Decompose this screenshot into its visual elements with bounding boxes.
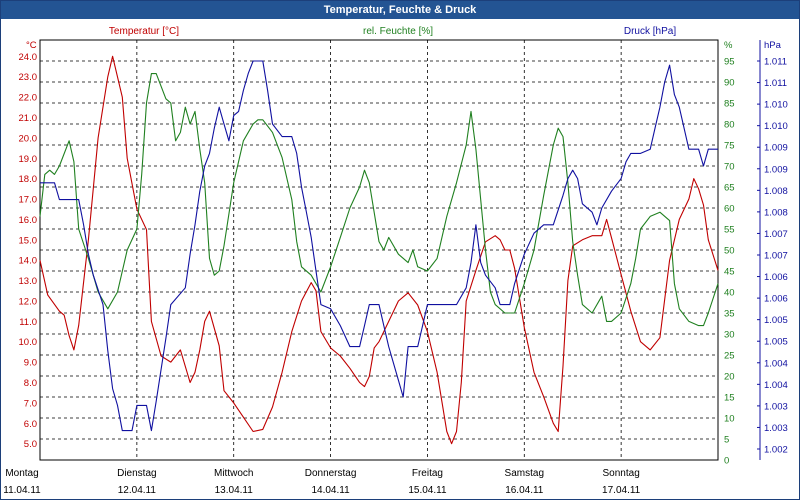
pressure-axis-header: Druck [hPa]	[624, 26, 676, 37]
temperature-line	[39, 55, 719, 445]
temperature-tick-label: 21.0	[19, 113, 38, 124]
pressure-unit: hPa	[764, 40, 782, 51]
pressure-tick-label: 1.011	[764, 78, 787, 89]
x-tick-date: 15.04.11	[408, 485, 447, 496]
temperature-tick-label: 5.0	[24, 439, 37, 450]
humidity-unit: %	[724, 40, 733, 51]
temperature-tick-label: 19.0	[19, 154, 38, 165]
humidity-tick-label: 45	[724, 267, 735, 278]
x-tick-day: Freitag	[412, 468, 443, 479]
humidity-tick-label: 70	[724, 162, 735, 173]
humidity-tick-label: 0	[724, 456, 729, 467]
x-tick: Dienstag 12.04.11	[117, 468, 156, 496]
x-tick-day: Sonntag	[603, 468, 640, 479]
pressure-tick-label: 1.011	[764, 57, 787, 68]
temperature-tick-label: 13.0	[19, 276, 38, 287]
grid	[40, 40, 718, 461]
x-tick: Donnerstag 14.04.11	[305, 468, 357, 496]
temperature-unit: °C	[26, 40, 37, 51]
pressure-tick-label: 1.004	[764, 380, 788, 391]
pressure-tick-label: 1.003	[764, 401, 788, 412]
humidity-tick-label: 55	[724, 225, 735, 236]
humidity-line	[39, 73, 719, 327]
humidity-tick-label: 80	[724, 120, 735, 131]
x-tick-day: Samstag	[505, 468, 544, 479]
x-tick-day: Mittwoch	[214, 468, 253, 479]
pressure-tick-label: 1.010	[764, 100, 788, 111]
temperature-tick-label: 24.0	[19, 52, 38, 63]
humidity-tick-label: 10	[724, 414, 735, 425]
x-tick-date: 13.04.11	[215, 485, 254, 496]
x-tick-date: 14.04.11	[311, 485, 350, 496]
humidity-tick-label: 25	[724, 351, 735, 362]
humidity-tick-label: 35	[724, 309, 735, 320]
pressure-line	[40, 60, 718, 432]
humidity-tick-label: 85	[724, 99, 735, 110]
humidity-tick-label: 60	[724, 204, 735, 215]
temperature-tick-label: 22.0	[19, 93, 38, 104]
pressure-tick-label: 1.003	[764, 423, 788, 434]
pressure-tick-label: 1.009	[764, 143, 788, 154]
temperature-tick-label: 6.0	[24, 419, 37, 430]
temperature-tick-label: 8.0	[24, 378, 37, 389]
x-tick: Samstag 16.04.11	[505, 468, 544, 496]
temperature-axis-header: Temperatur [°C]	[109, 26, 179, 37]
x-tick: Mittwoch 13.04.11	[214, 468, 253, 496]
temperature-tick-label: 20.0	[19, 133, 38, 144]
temperature-tick-label: 15.0	[19, 235, 38, 246]
pressure-tick-label: 1.007	[764, 229, 788, 240]
humidity-tick-label: 95	[724, 57, 735, 68]
x-tick-date: 11.04.11	[3, 485, 41, 496]
pressure-tick-label: 1.006	[764, 294, 788, 305]
pressure-tick-label: 1.006	[764, 272, 788, 283]
pressure-tick-label: 1.005	[764, 315, 788, 326]
humidity-tick-label: 30	[724, 330, 735, 341]
window-title: Temperatur, Feuchte & Druck	[1, 1, 799, 19]
x-tick-day: Donnerstag	[305, 468, 357, 479]
humidity-tick-label: 40	[724, 288, 735, 299]
x-tick-date: 16.04.11	[505, 485, 544, 496]
humidity-tick-label: 50	[724, 246, 735, 257]
temperature-tick-label: 14.0	[19, 256, 38, 267]
temperature-tick-label: 11.0	[19, 317, 37, 328]
pressure-tick-label: 1.005	[764, 337, 788, 348]
pressure-tick-label: 1.008	[764, 186, 788, 197]
temperature-tick-label: 7.0	[24, 398, 37, 409]
humidity-tick-label: 90	[724, 78, 735, 89]
humidity-tick-label: 5	[724, 435, 729, 446]
pressure-tick-label: 1.007	[764, 251, 788, 262]
x-tick-day: Dienstag	[117, 468, 156, 479]
series-group	[39, 55, 719, 445]
humidity-tick-label: 15	[724, 393, 735, 404]
temperature-tick-label: 16.0	[19, 215, 38, 226]
x-tick: Freitag 15.04.11	[408, 468, 447, 496]
temperature-tick-label: 10.0	[19, 337, 38, 348]
temperature-tick-label: 17.0	[19, 195, 38, 206]
pressure-tick-label: 1.008	[764, 207, 788, 218]
temperature-tick-label: 12.0	[19, 296, 38, 307]
temperature-tick-label: 18.0	[19, 174, 38, 185]
humidity-tick-label: 65	[724, 183, 735, 194]
x-tick: Montag 11.04.11	[3, 468, 41, 496]
pressure-tick-label: 1.009	[764, 164, 788, 175]
humidity-tick-label: 75	[724, 141, 735, 152]
pressure-tick-label: 1.004	[764, 358, 788, 369]
x-tick-date: 17.04.11	[602, 485, 641, 496]
temperature-tick-label: 23.0	[19, 72, 38, 83]
axes: Montag 11.04.11 Dienstag 12.04.11 Mittwoch 13…	[3, 40, 788, 496]
x-tick-day: Montag	[5, 468, 38, 479]
plot-border	[39, 39, 719, 461]
humidity-tick-label: 20	[724, 372, 735, 383]
plot-frame	[39, 39, 719, 461]
humidity-axis-header: rel. Feuchte [%]	[363, 26, 433, 37]
temperature-tick-label: 9.0	[24, 358, 37, 369]
x-tick-date: 12.04.11	[118, 485, 157, 496]
x-tick: Sonntag 17.04.11	[602, 468, 641, 496]
pressure-tick-label: 1.002	[764, 445, 788, 456]
pressure-tick-label: 1.010	[764, 121, 788, 132]
